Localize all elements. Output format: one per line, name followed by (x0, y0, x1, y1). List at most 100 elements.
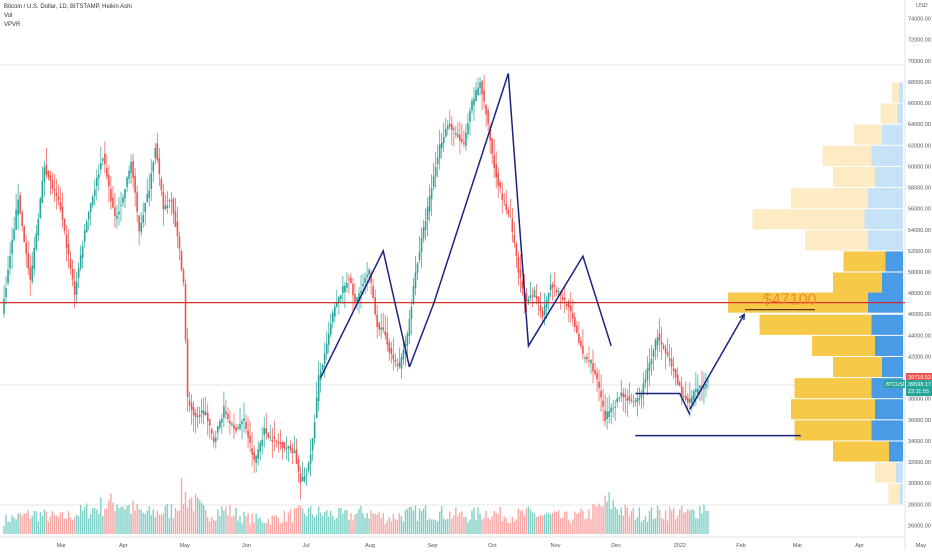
candle-body (118, 211, 120, 215)
candle-body (535, 295, 538, 300)
candle-body (388, 342, 391, 353)
volume-bar (55, 515, 58, 534)
candle-body (654, 340, 657, 351)
volume-bar (140, 509, 142, 534)
vpvr-up-bar (833, 166, 875, 188)
candle-body (79, 255, 82, 269)
volume-bar (672, 508, 675, 534)
candle-body (13, 229, 15, 240)
volume-bar (644, 515, 647, 534)
candle-body (7, 269, 9, 284)
candle-body (515, 243, 518, 256)
volume-bar (461, 511, 463, 534)
time-axis[interactable]: Mar Apr May Jun Jul Aug Sep Oct Nov Dec 2022 Feb Mar… (56, 543, 932, 549)
candle-body (158, 158, 161, 174)
candle-body (610, 407, 612, 413)
candle-body (628, 396, 631, 401)
candle-body (394, 359, 397, 362)
candle-body (212, 437, 215, 443)
candle-body (616, 398, 619, 403)
candle-body (400, 357, 403, 369)
triangle-1-line[interactable] (320, 248, 411, 378)
volume-bar (687, 509, 689, 534)
volume-bar (543, 514, 546, 534)
candle-body (680, 385, 683, 397)
volume-bar (632, 507, 635, 534)
volume-bar (588, 509, 590, 534)
volume-bar (685, 512, 687, 534)
candle-body (259, 443, 261, 452)
volume-bar (652, 518, 655, 534)
x-tick-label: Feb (736, 543, 745, 549)
pattern-drawings[interactable] (320, 73, 801, 437)
volume-bar (83, 506, 86, 534)
volume-bar (305, 516, 308, 534)
candle-body (370, 272, 372, 283)
recent-channel-line[interactable] (635, 392, 691, 415)
volume-bar (424, 505, 427, 534)
candle-body (604, 410, 606, 422)
volume-bar (346, 509, 348, 534)
candle-body (210, 429, 213, 434)
candle-body (362, 283, 364, 287)
volume-bar (39, 512, 42, 534)
x-tick-label: Dec (611, 543, 621, 549)
candle-body (574, 317, 576, 327)
candle-body (662, 345, 665, 349)
volume-bar (618, 514, 620, 534)
candle-body (392, 354, 395, 360)
last-price-badge-bg (906, 373, 932, 381)
volume-bar (192, 511, 195, 534)
candle-body (15, 209, 17, 230)
candle-body (285, 447, 288, 450)
candle-body (247, 430, 249, 438)
volume-bar (670, 510, 673, 534)
vpvr-indicator-label[interactable]: VPVR (4, 22, 21, 28)
candle-body (521, 281, 524, 289)
volume-bar (188, 499, 191, 534)
vpvr-up-bar (822, 145, 872, 166)
candle-body (5, 288, 7, 298)
volume-bar (112, 502, 114, 534)
candle-body (31, 265, 34, 282)
volume-bar (683, 512, 685, 534)
volume-bar (594, 504, 596, 534)
vpvr-up-bar (805, 230, 868, 251)
volume-bar (348, 520, 350, 534)
volume-bar (57, 516, 60, 534)
candle-body (467, 123, 469, 134)
candle-body (674, 369, 677, 378)
volume-bar (47, 521, 50, 534)
volume-bar (509, 522, 512, 534)
candle-body (95, 177, 98, 186)
candle-body (676, 374, 679, 385)
y-tick-label: 30000.00 (908, 481, 931, 487)
volume-bar (515, 519, 518, 534)
volume-bar (53, 514, 56, 534)
candle-body (104, 153, 106, 164)
volume-bar (336, 517, 338, 534)
vpvr-down-bar (875, 335, 903, 356)
volume-bar (414, 505, 417, 534)
candle-body (208, 419, 211, 426)
candle-body (235, 427, 237, 432)
candle-body (660, 341, 663, 345)
volume-indicator-label[interactable]: Vol (4, 13, 13, 19)
volume-bar (63, 518, 66, 534)
target-arrow-line[interactable] (689, 313, 745, 410)
volume-bar (291, 521, 294, 534)
candle-body (398, 362, 401, 367)
candle-body (642, 383, 645, 394)
candle-body (93, 189, 96, 196)
candle-body (156, 143, 159, 161)
candle-body (495, 163, 497, 178)
volume-bar (13, 517, 15, 534)
candle-body (438, 144, 441, 159)
candle-body (325, 343, 328, 354)
x-tick-label: Mar (56, 543, 66, 549)
volume-bar (689, 510, 691, 534)
triangle-2-line[interactable] (408, 73, 612, 368)
volume-bar (215, 520, 217, 534)
